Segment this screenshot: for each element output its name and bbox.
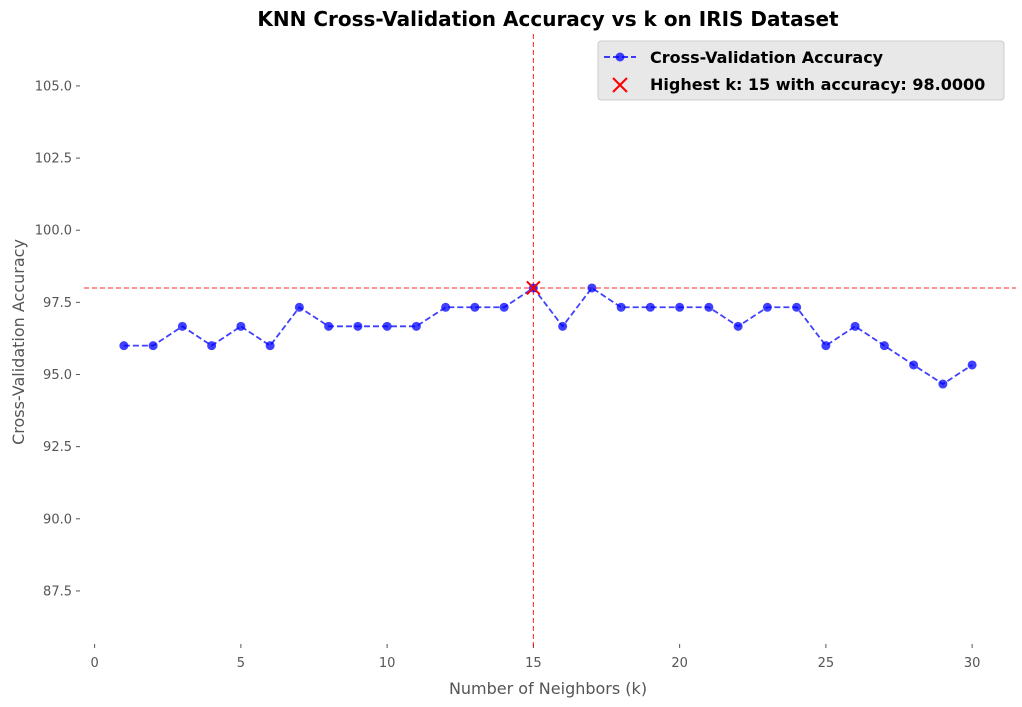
data-point <box>821 341 831 351</box>
data-point <box>353 321 363 331</box>
y-tick-label: 102.5 <box>35 152 72 167</box>
x-tick-label: 15 <box>525 656 542 671</box>
y-axis: 87.5 90.0 92.5 95.0 97.5 100.0 102.5 105.0 <box>35 79 80 599</box>
data-point <box>499 302 509 312</box>
x-tick-label: 30 <box>964 656 981 671</box>
x-tick-label: 25 <box>818 656 835 671</box>
data-point <box>411 321 421 331</box>
y-axis-label: Cross-Validation Accuracy <box>9 239 28 445</box>
y-tick-label: 95.0 <box>43 368 72 383</box>
x-tick-label: 0 <box>90 656 98 671</box>
y-tick-label: 105.0 <box>35 79 72 94</box>
data-point <box>792 302 802 312</box>
data-point <box>265 341 275 351</box>
data-point <box>119 341 129 351</box>
data-point <box>236 321 246 331</box>
legend-circle-marker <box>615 52 625 62</box>
highlight-x-marker <box>526 280 541 296</box>
highlight-x-stroke <box>526 280 541 296</box>
data-point <box>177 321 187 331</box>
data-point <box>441 302 451 312</box>
data-point <box>733 321 743 331</box>
series-layer <box>119 283 977 389</box>
data-point <box>148 341 158 351</box>
reference-lines <box>84 34 1016 648</box>
data-point <box>850 321 860 331</box>
x-axis-label: Number of Neighbors (k) <box>449 679 647 698</box>
data-point <box>207 341 217 351</box>
legend: Cross-Validation Accuracy Highest k: 15 … <box>597 40 1005 101</box>
data-point <box>704 302 714 312</box>
x-tick-label: 10 <box>379 656 396 671</box>
y-tick-label: 87.5 <box>43 584 72 599</box>
data-point <box>616 302 626 312</box>
highlight-layer <box>526 280 541 296</box>
data-point <box>470 302 480 312</box>
data-point <box>938 379 948 389</box>
data-point <box>879 341 889 351</box>
legend-entry-series: Cross-Validation Accuracy <box>650 48 884 67</box>
data-point <box>909 360 919 370</box>
series-line <box>123 286 973 386</box>
data-point <box>558 321 568 331</box>
y-tick-label: 100.0 <box>35 224 72 239</box>
data-point <box>762 302 772 312</box>
legend-box <box>597 40 1005 101</box>
data-point <box>675 302 685 312</box>
data-point <box>294 302 304 312</box>
x-axis: 0 5 10 15 20 25 30 <box>90 644 980 671</box>
data-point <box>324 321 334 331</box>
y-tick-label: 97.5 <box>43 296 72 311</box>
y-tick-label: 90.0 <box>43 512 72 527</box>
data-point <box>645 302 655 312</box>
y-tick-label: 92.5 <box>43 440 72 455</box>
x-tick-label: 20 <box>671 656 688 671</box>
legend-entry-highlight: Highest k: 15 with accuracy: 98.0000 <box>650 75 985 94</box>
data-point <box>967 360 977 370</box>
data-point <box>587 283 597 293</box>
legend-x-marker <box>612 77 628 93</box>
chart-title: KNN Cross-Validation Accuracy vs k on IR… <box>257 7 839 31</box>
data-point <box>382 321 392 331</box>
x-tick-label: 5 <box>237 656 245 671</box>
